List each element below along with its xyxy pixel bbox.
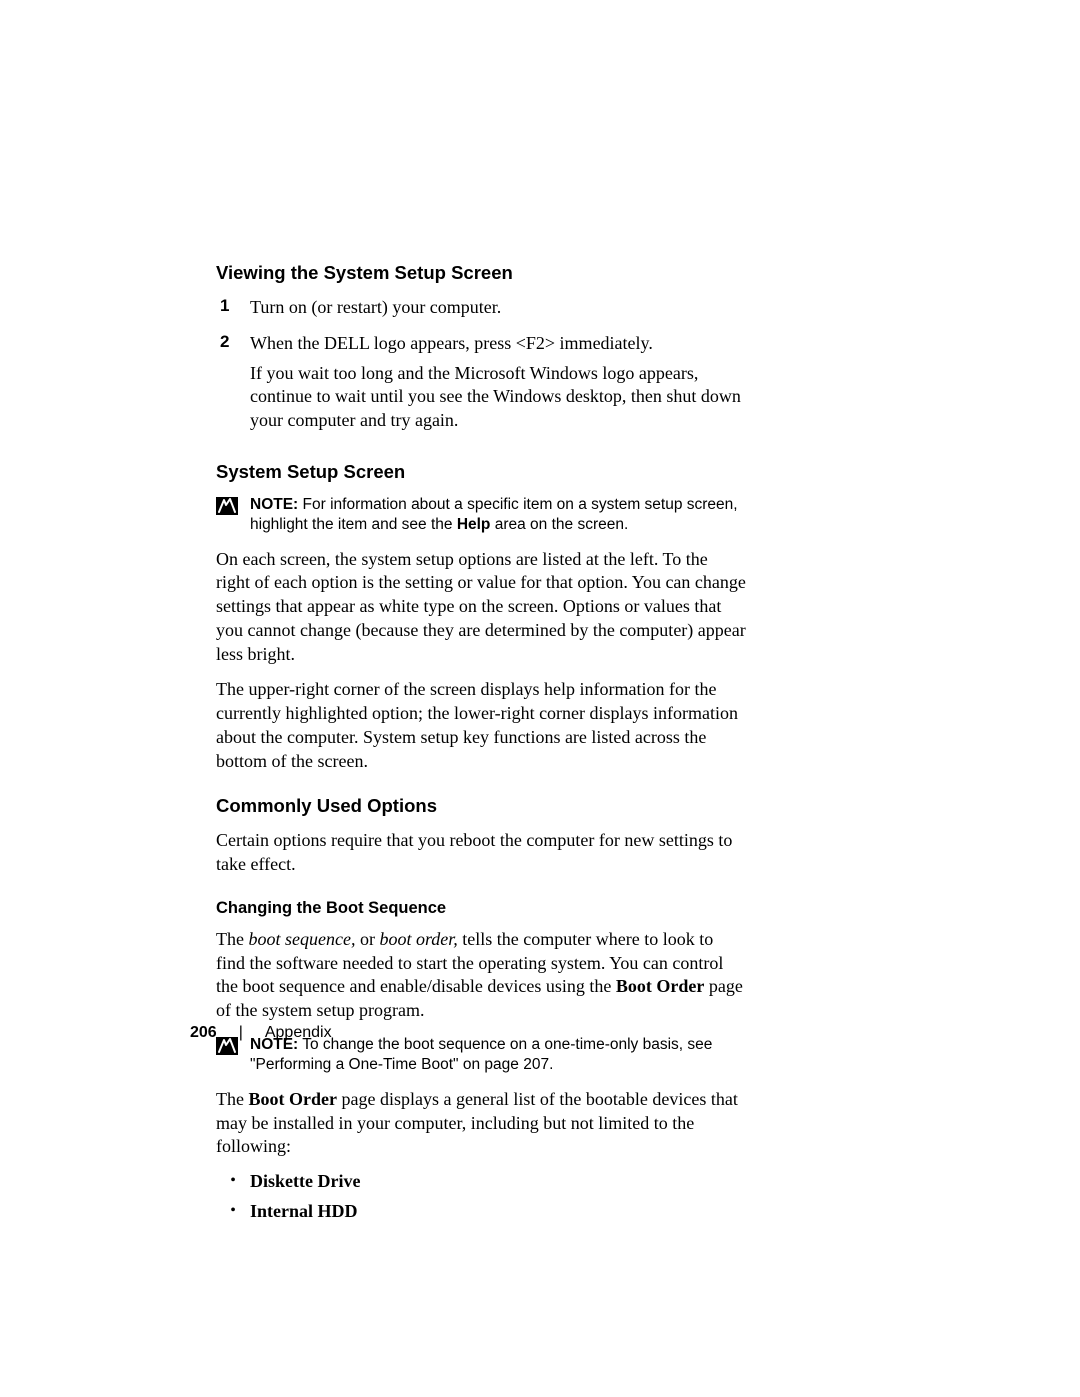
heading-setup-screen: System Setup Screen <box>216 461 746 483</box>
body-paragraph: Certain options require that you reboot … <box>216 829 746 877</box>
note-lead: NOTE: <box>250 496 298 513</box>
body-paragraph: The Boot Order page displays a general l… <box>216 1088 746 1159</box>
bullet-text: Diskette Drive <box>250 1171 360 1193</box>
section-boot-sequence: Changing the Boot Sequence The boot sequ… <box>216 899 746 1222</box>
body-paragraph: The boot sequence, or boot order, tells … <box>216 928 746 1023</box>
list-item: • Internal HDD <box>216 1201 746 1223</box>
text-run: or <box>355 929 379 949</box>
body-paragraph: On each screen, the system setup options… <box>216 548 746 667</box>
heading-common-options: Commonly Used Options <box>216 795 746 817</box>
step-number: 2 <box>216 332 250 439</box>
step-body: Turn on (or restart) your computer. <box>250 296 501 326</box>
note-help-word: Help <box>457 516 491 533</box>
section-viewing: Viewing the System Setup Screen 1 Turn o… <box>216 262 746 439</box>
text-run: The <box>216 929 248 949</box>
italic-run: boot order, <box>379 929 457 949</box>
bullet-icon: • <box>216 1201 250 1223</box>
bold-run: Boot Order <box>248 1089 336 1109</box>
bold-run: Boot Order <box>616 976 704 996</box>
note-body-part: area on the screen. <box>490 516 628 533</box>
step-text: When the DELL logo appears, press <F2> i… <box>250 332 746 356</box>
step-item: 2 When the DELL logo appears, press <F2>… <box>216 332 746 439</box>
step-text: If you wait too long and the Microsoft W… <box>250 362 746 433</box>
text-run: The <box>216 1089 248 1109</box>
note-icon <box>216 497 238 515</box>
list-item: • Diskette Drive <box>216 1171 746 1193</box>
document-page: Viewing the System Setup Screen 1 Turn o… <box>0 0 1080 1397</box>
steps-list: 1 Turn on (or restart) your computer. 2 … <box>216 296 746 439</box>
step-item: 1 Turn on (or restart) your computer. <box>216 296 746 326</box>
bullet-text: Internal HDD <box>250 1201 358 1223</box>
note-block: NOTE: For information about a specific i… <box>216 495 746 536</box>
step-number: 1 <box>216 296 250 326</box>
footer-section: Appendix <box>265 1024 332 1042</box>
bullet-icon: • <box>216 1171 250 1193</box>
section-setup-screen: System Setup Screen NOTE: For informatio… <box>216 461 746 774</box>
bullet-list: • Diskette Drive • Internal HDD <box>216 1171 746 1222</box>
page-footer: 206 | Appendix <box>190 1024 332 1042</box>
footer-separator: | <box>239 1024 243 1042</box>
step-body: When the DELL logo appears, press <F2> i… <box>250 332 746 439</box>
step-text: Turn on (or restart) your computer. <box>250 296 501 320</box>
heading-viewing: Viewing the System Setup Screen <box>216 262 746 284</box>
italic-run: boot sequence, <box>248 929 355 949</box>
section-common-options: Commonly Used Options Certain options re… <box>216 795 746 877</box>
note-text: NOTE: For information about a specific i… <box>250 495 746 536</box>
page-number: 206 <box>190 1024 217 1042</box>
subheading-boot-sequence: Changing the Boot Sequence <box>216 899 746 918</box>
body-paragraph: The upper-right corner of the screen dis… <box>216 678 746 773</box>
